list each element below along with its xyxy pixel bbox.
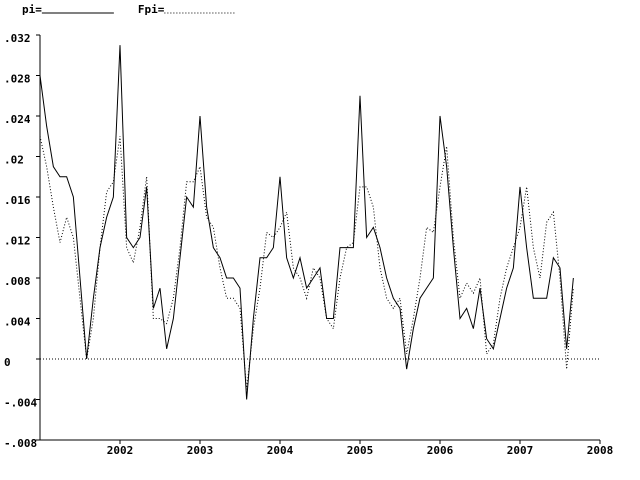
y-tick-label: .016 — [4, 194, 31, 207]
y-tick-label: .02 — [4, 154, 24, 167]
y-tick-label: .012 — [4, 235, 31, 248]
x-tick-label: 2004 — [267, 444, 294, 457]
legend-label: Fpi= — [138, 3, 165, 16]
x-tick-label: 2002 — [107, 444, 134, 457]
y-tick-label: 0 — [4, 356, 11, 369]
x-tick-label: 2007 — [507, 444, 534, 457]
x-tick-label: 2008 — [587, 444, 614, 457]
x-tick-label: 2005 — [347, 444, 374, 457]
x-tick-label: 2006 — [427, 444, 454, 457]
y-tick-label: .028 — [4, 73, 31, 86]
x-tick-label: 2003 — [187, 444, 214, 457]
y-tick-label: .024 — [4, 113, 31, 126]
y-tick-label: .004 — [4, 316, 31, 329]
legend-label: pi= — [22, 3, 42, 16]
series-line — [39, 45, 574, 400]
y-tick-label: .032 — [4, 32, 31, 45]
y-tick-label: -.004 — [4, 397, 37, 410]
y-tick-label: .008 — [4, 275, 31, 288]
y-tick-label: -.008 — [4, 437, 37, 450]
series-line — [39, 136, 574, 390]
